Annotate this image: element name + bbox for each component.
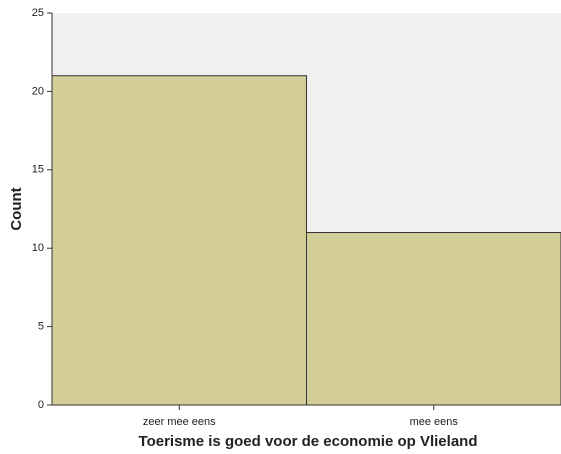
bar: [51, 75, 307, 406]
x-axis-title: Toerisme is goed voor de economie op Vli…: [139, 433, 478, 450]
y-tick-label: 10: [32, 242, 44, 254]
y-tick-label: 5: [38, 321, 44, 333]
y-tick-label: 20: [32, 85, 44, 97]
y-tick-label: 0: [38, 399, 44, 411]
bar: [306, 232, 561, 406]
x-tick-label: mee eens: [410, 416, 459, 428]
y-axis-title: Count: [8, 187, 25, 230]
y-tick-label: 25: [32, 7, 44, 19]
x-tick-label: zeer mee eens: [143, 416, 216, 428]
y-tick-label: 15: [32, 164, 44, 176]
